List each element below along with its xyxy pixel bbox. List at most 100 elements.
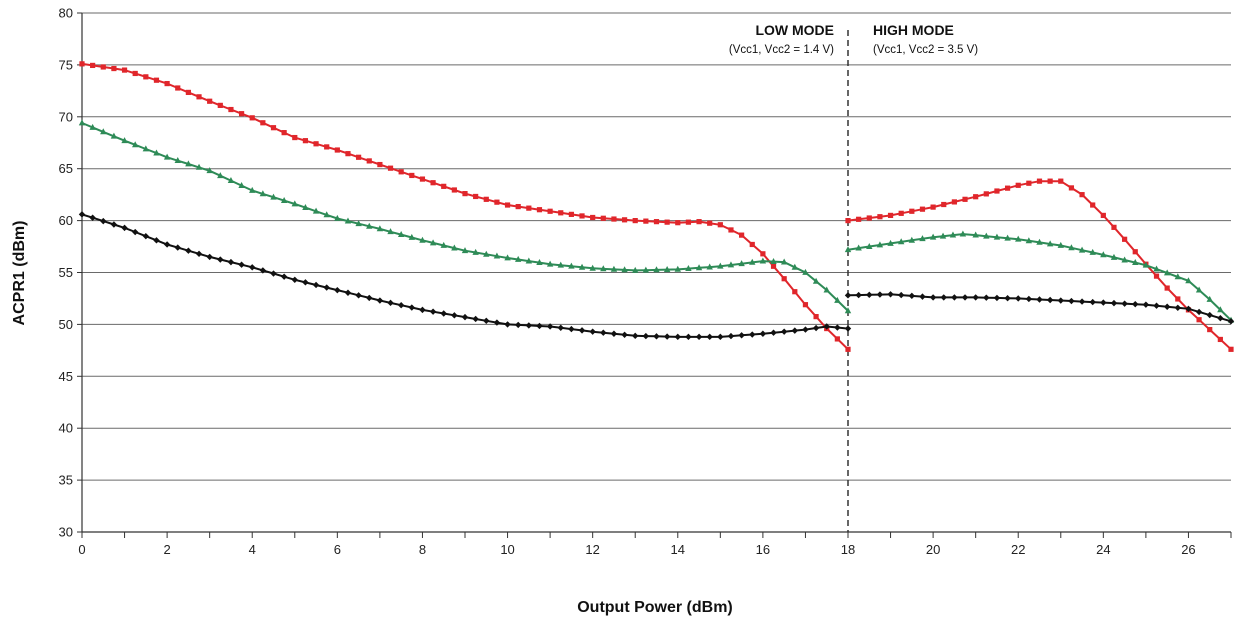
- series-1-point: [578, 263, 586, 270]
- series-2-point: [685, 333, 692, 341]
- series-1-point: [302, 204, 309, 211]
- series-2-point: [823, 323, 830, 330]
- series-1-point: [525, 257, 533, 264]
- series-2-point: [483, 317, 490, 324]
- series-0-point: [941, 201, 947, 208]
- x-tick-label: 4: [249, 542, 256, 557]
- series-1-point: [621, 266, 628, 273]
- series-2-point: [195, 250, 203, 258]
- series-2-point: [1036, 296, 1043, 303]
- series-2-point: [536, 322, 543, 330]
- series-1-point: [291, 200, 298, 207]
- series-0-point: [1100, 212, 1106, 219]
- series-2-point: [717, 333, 724, 341]
- series-1-point: [355, 220, 362, 227]
- series-0-point: [600, 215, 606, 221]
- series-2-point: [834, 324, 841, 331]
- series-2-point: [1046, 296, 1054, 304]
- series-2-point: [174, 244, 181, 251]
- series-0-point: [760, 251, 766, 257]
- series-2-point: [419, 306, 426, 314]
- series-0-point: [270, 125, 277, 131]
- series-0-point: [983, 191, 989, 197]
- series-1-point: [366, 222, 373, 229]
- series-1-point: [802, 268, 809, 275]
- series-2-point: [153, 237, 160, 244]
- series-2-point: [621, 331, 628, 338]
- series-0-point: [260, 120, 266, 126]
- series-0-point: [1004, 185, 1011, 191]
- series-1-point: [717, 262, 724, 269]
- x-tick-label: 18: [841, 542, 855, 557]
- series-1-point: [759, 257, 767, 264]
- series-1-point: [1206, 295, 1213, 302]
- series-1-point: [823, 286, 830, 293]
- x-axis-title: Output Power (dBm): [577, 599, 733, 616]
- series-2-point: [642, 332, 650, 340]
- series-1-point: [1004, 234, 1011, 241]
- series-1-point: [483, 250, 490, 257]
- series-2-point: [706, 333, 713, 341]
- series-0-point: [228, 106, 234, 113]
- series-1-point: [695, 264, 703, 271]
- series-1-point: [1036, 238, 1043, 245]
- series-1-point: [504, 254, 511, 261]
- x-tick-label: 0: [78, 542, 85, 557]
- series-0-point: [749, 241, 755, 248]
- series-2-point: [1089, 298, 1096, 306]
- series-1-point: [834, 296, 841, 303]
- series-2-point: [249, 264, 256, 271]
- x-tick-label: 22: [1011, 542, 1025, 557]
- series-0-point: [845, 218, 851, 224]
- series-0-point: [121, 67, 128, 73]
- series-2-point: [280, 273, 288, 280]
- series-2-point: [812, 324, 820, 332]
- series-2-point: [1163, 303, 1171, 310]
- series-1-point: [1153, 265, 1160, 272]
- series-1-point: [440, 241, 447, 248]
- series-1-point: [972, 231, 979, 238]
- series-1-point: [897, 238, 905, 245]
- series-1-point: [472, 248, 479, 255]
- series-2-point: [972, 294, 979, 301]
- series-2-point: [440, 310, 447, 317]
- series-0-point: [1153, 273, 1160, 279]
- series-2-point: [770, 329, 777, 336]
- y-tick-label: 35: [59, 473, 73, 488]
- series-2-point: [589, 328, 596, 335]
- series-0-point: [1036, 178, 1043, 184]
- series-0-point: [196, 94, 202, 100]
- series-0-point: [845, 346, 851, 352]
- high-mode-title: HIGH MODE: [873, 22, 954, 38]
- y-tick-label: 55: [59, 265, 73, 280]
- series-2-point: [887, 291, 894, 298]
- series-0-point: [1058, 178, 1064, 184]
- series-0-point: [568, 211, 574, 217]
- series-0-point: [792, 289, 798, 295]
- series-0-point: [739, 232, 745, 238]
- series-2-point: [1153, 302, 1160, 309]
- y-tick-label: 50: [59, 317, 73, 332]
- series-0-point: [1122, 236, 1128, 242]
- series-1-point: [153, 149, 160, 156]
- series-0-point: [366, 158, 372, 164]
- series-1-point: [642, 266, 650, 273]
- series-1-point: [195, 163, 203, 170]
- series-2-point: [206, 253, 213, 261]
- series-0-point: [632, 218, 638, 224]
- series-1-point: [142, 145, 150, 152]
- series-0-point: [483, 196, 489, 202]
- series-0-point: [590, 214, 596, 221]
- series-1-point: [674, 265, 681, 272]
- series-2-point: [1004, 294, 1011, 302]
- series-2-point: [387, 299, 394, 307]
- series-0-point: [887, 212, 894, 219]
- series-0-point: [473, 193, 479, 200]
- series-2-point: [600, 329, 607, 336]
- series-1-point: [185, 160, 192, 167]
- series-2-point: [163, 241, 171, 248]
- series-1-point: [461, 247, 469, 254]
- series-0-point: [462, 191, 468, 197]
- series-1-point: [749, 258, 756, 265]
- series-2-point: [578, 327, 586, 334]
